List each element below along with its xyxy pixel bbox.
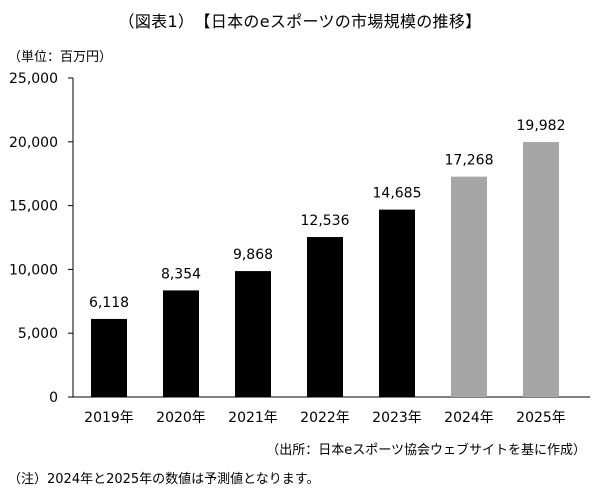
bar-2020	[163, 290, 199, 397]
x-tick-label: 2020年	[156, 410, 206, 426]
y-tick-label: 10,000	[9, 262, 58, 278]
bar-2025	[523, 142, 559, 397]
bar-2024	[451, 176, 487, 397]
x-tick-label: 2023年	[372, 410, 422, 426]
x-tick-label: 2021年	[228, 410, 278, 426]
bar-2019	[91, 318, 127, 397]
x-tick-label: 2022年	[300, 410, 350, 426]
y-tick-label: 20,000	[9, 135, 58, 151]
data-label: 8,354	[161, 266, 201, 282]
data-label: 14,685	[373, 186, 422, 202]
y-tick-label: 25,000	[9, 71, 58, 87]
forecast-footnote: （注）2024年と2025年の数値は予測値となります。	[8, 472, 320, 487]
data-label: 17,268	[445, 153, 494, 169]
y-tick-label: 0	[49, 390, 58, 406]
data-label: 12,536	[301, 213, 350, 229]
bar-2021	[235, 271, 271, 397]
x-tick-label: 2025年	[516, 410, 566, 426]
y-tick-label: 5,000	[18, 326, 58, 342]
y-tick-label: 15,000	[9, 199, 58, 215]
x-tick-label: 2019年	[84, 410, 134, 426]
data-label: 6,118	[89, 295, 129, 311]
chart-title: （図表1） 【日本のeスポーツの市場規模の推移】	[118, 12, 482, 31]
x-tick-label: 2024年	[444, 410, 494, 426]
bar-2022	[307, 237, 343, 397]
unit-label: （単位：百万円）	[8, 50, 113, 65]
bar-2023	[379, 209, 415, 397]
source-note: （出所：日本eスポーツ協会ウェブサイトを基に作成）	[266, 443, 586, 458]
data-label: 9,868	[233, 247, 273, 263]
data-label: 19,982	[517, 118, 566, 134]
